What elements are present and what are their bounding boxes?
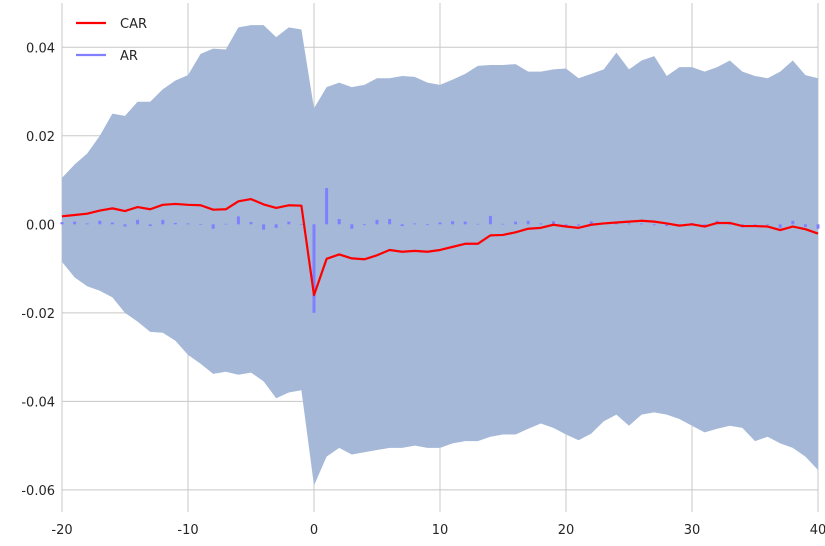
ar-bar xyxy=(400,224,404,227)
ar-bar xyxy=(312,224,316,313)
ar-bar xyxy=(753,224,757,225)
ar-bar xyxy=(110,222,114,225)
ar-bar xyxy=(413,223,417,225)
y-tick-label: -0.02 xyxy=(21,307,55,322)
ar-bar xyxy=(589,221,593,225)
ar-bar xyxy=(488,215,492,225)
ar-bar xyxy=(791,220,795,225)
y-tick-label: 0.02 xyxy=(26,130,55,145)
ar-bar xyxy=(627,223,631,225)
ar-bar xyxy=(665,224,669,227)
ar-bar xyxy=(148,224,152,227)
y-axis-ticks: 0.04 0.02 0.00 -0.02 -0.04 -0.06 xyxy=(21,41,55,499)
y-tick-label: -0.04 xyxy=(21,395,55,410)
ar-bar xyxy=(262,224,266,230)
car-line xyxy=(61,197,819,297)
ar-bar xyxy=(224,223,228,225)
ar-bar xyxy=(803,224,807,227)
ar-bar xyxy=(85,223,89,225)
ar-bar xyxy=(463,221,467,225)
ar-bar xyxy=(514,221,518,225)
ar-bar xyxy=(186,223,190,225)
ar-bar xyxy=(236,216,240,225)
confidence-band xyxy=(62,25,818,486)
legend-car-label: CAR xyxy=(120,17,147,32)
legend-ar-label: AR xyxy=(120,49,138,64)
ar-bar xyxy=(60,222,64,225)
ar-bar xyxy=(337,218,341,225)
y-tick-label: 0.00 xyxy=(26,218,55,233)
x-tick-label: -20 xyxy=(51,523,72,538)
ar-bar xyxy=(98,220,102,225)
ar-bar xyxy=(539,223,543,225)
ar-bar xyxy=(778,224,782,228)
ar-bar xyxy=(438,222,442,225)
ar-bar xyxy=(249,222,253,225)
y-tick-label: 0.04 xyxy=(26,41,55,56)
ar-bar xyxy=(577,224,581,226)
ar-bar xyxy=(551,221,555,225)
ar-bar xyxy=(816,224,820,229)
ar-bar xyxy=(73,221,77,225)
ar-bar xyxy=(388,218,392,225)
ar-bar xyxy=(640,223,644,225)
ar-bar xyxy=(564,224,568,227)
ar-bar xyxy=(287,221,291,225)
ar-bar xyxy=(375,219,379,225)
ar-bar xyxy=(299,224,303,225)
ar-bar xyxy=(362,224,366,226)
x-tick-label: 0 xyxy=(310,523,318,538)
ar-bar xyxy=(476,223,480,225)
x-tick-label: 40 xyxy=(810,523,825,538)
x-tick-label: -10 xyxy=(177,523,198,538)
ar-bar xyxy=(526,220,530,225)
ar-bar xyxy=(728,224,732,225)
ar-bar xyxy=(211,224,215,229)
ar-bar xyxy=(274,224,278,228)
x-tick-label: 30 xyxy=(684,523,701,538)
ar-bar xyxy=(652,224,656,226)
ar-bar xyxy=(161,219,165,225)
ar-bar xyxy=(123,224,127,227)
ar-bar xyxy=(173,222,177,225)
ar-bar xyxy=(614,223,618,225)
x-tick-label: 10 xyxy=(432,523,449,538)
ar-bar xyxy=(350,224,354,229)
legend: CAR AR xyxy=(76,17,147,64)
ar-bar xyxy=(199,224,203,225)
ar-bars xyxy=(60,188,820,313)
ar-bar xyxy=(766,224,770,225)
ar-bar xyxy=(501,223,505,225)
ar-bar xyxy=(425,224,429,226)
x-tick-label: 20 xyxy=(558,523,575,538)
ar-bar xyxy=(451,221,455,225)
ar-bar xyxy=(325,188,329,225)
ar-bar xyxy=(136,219,140,225)
y-tick-label: -0.06 xyxy=(21,484,55,499)
x-axis-ticks: -20 -10 0 10 20 30 40 xyxy=(51,523,825,538)
